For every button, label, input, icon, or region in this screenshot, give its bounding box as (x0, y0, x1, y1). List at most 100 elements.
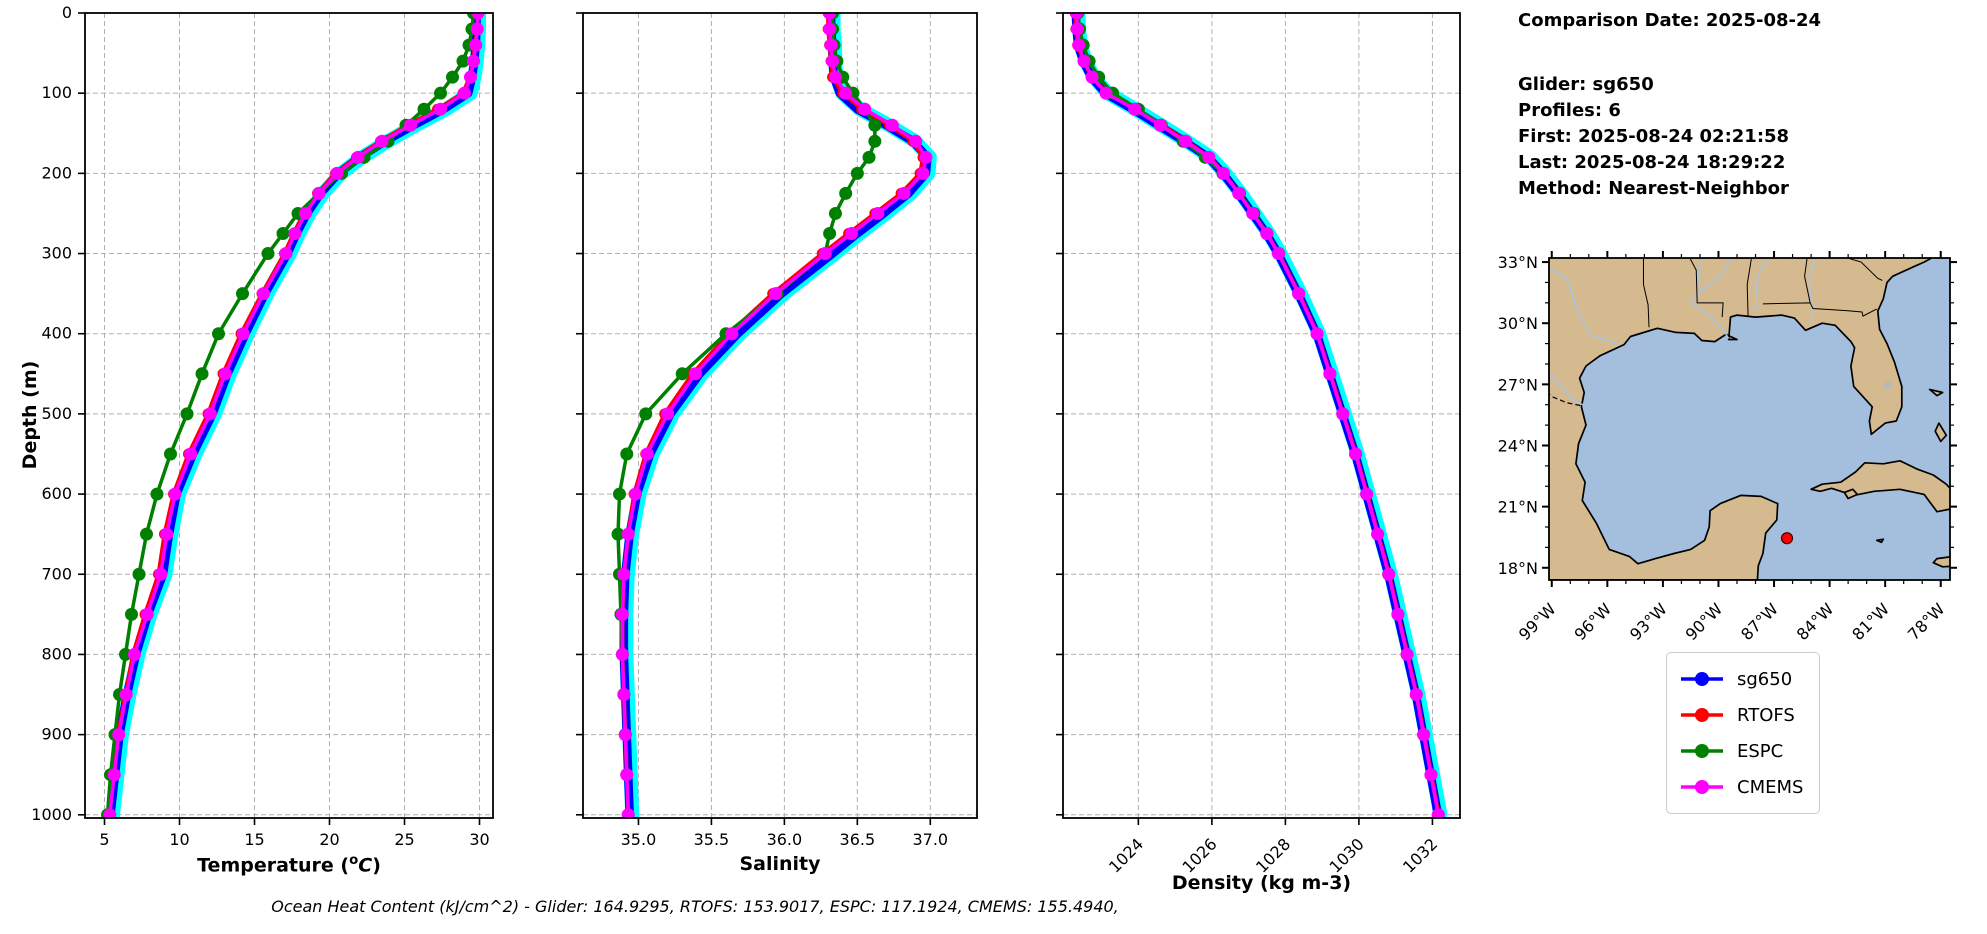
svg-text:100: 100 (41, 83, 72, 102)
marker-ESPC-temperature (132, 567, 146, 581)
marker-CMEMS-temperature (279, 247, 293, 261)
glider-name-text: Glider: sg650 (1518, 74, 1654, 95)
svg-text:1000: 1000 (31, 805, 72, 824)
marker-CMEMS-salinity (824, 38, 838, 52)
first-profile-time-text: First: 2025-08-24 02:21:58 (1518, 126, 1790, 147)
marker-CMEMS-density (1417, 728, 1431, 742)
salinity-panel: 35.0 35.5 36.0 36.5 37.0 (576, 12, 978, 849)
marker-CMEMS-density (1153, 118, 1167, 132)
svg-text:1028: 1028 (1252, 834, 1294, 876)
marker-CMEMS-salinity (828, 70, 842, 84)
salinity-tick-labels: 35.0 35.5 36.0 36.5 37.0 (621, 830, 948, 849)
temperature-series (101, 13, 486, 818)
marker-CMEMS-temperature (288, 226, 302, 240)
legend-item-ESPC: ESPC (1679, 733, 1803, 769)
marker-CMEMS-temperature (464, 70, 477, 84)
profiles-count-text: Profiles: 6 (1518, 100, 1621, 121)
map-border-5 (1845, 258, 1883, 281)
map-content (1549, 258, 1950, 580)
marker-CMEMS-density (1070, 22, 1084, 36)
marker-CMEMS-density (1246, 206, 1260, 220)
svg-text:1024: 1024 (1105, 834, 1147, 876)
salinity-axis-label: Salinity (739, 853, 821, 875)
marker-CMEMS-density (1217, 166, 1231, 180)
lat-label-30: 30°N (1498, 314, 1538, 333)
marker-ESPC-salinity (675, 367, 689, 381)
map-border-1 (1689, 258, 1724, 318)
marker-ESPC-temperature (119, 647, 132, 661)
marker-CMEMS-salinity (823, 22, 837, 36)
marker-CMEMS-salinity (919, 150, 933, 164)
marker-CMEMS-salinity (640, 447, 654, 461)
marker-CMEMS-salinity (617, 688, 631, 702)
marker-CMEMS-temperature (312, 186, 326, 200)
marker-CMEMS-temperature (107, 768, 121, 782)
density-panel: 1024 1026 1028 1030 1032 (1056, 12, 1461, 877)
map-land-6 (1875, 538, 1885, 544)
svg-text:700: 700 (41, 564, 72, 583)
marker-ESPC-temperature (446, 70, 459, 84)
series-ESPC-temperature (105, 13, 476, 817)
marker-CMEMS-density (1360, 487, 1374, 501)
svg-text:1032: 1032 (1399, 834, 1441, 876)
marker-CMEMS-salinity (839, 86, 853, 100)
legend-item-CMEMS: CMEMS (1679, 769, 1803, 805)
marker-CMEMS-density (1382, 567, 1396, 581)
marker-CMEMS-temperature (375, 134, 389, 148)
marker-CMEMS-density (1099, 86, 1113, 100)
lon-label-81: 81°W (1848, 599, 1893, 644)
marker-CMEMS-density (1070, 13, 1084, 20)
svg-text:900: 900 (41, 725, 72, 744)
marker-CMEMS-density (1431, 808, 1445, 818)
marker-CMEMS-density (1178, 134, 1192, 148)
salinity-frame (582, 12, 978, 819)
salinity-grid (583, 12, 977, 818)
marker-CMEMS-density (1310, 327, 1324, 341)
marker-CMEMS-temperature (330, 166, 344, 180)
marker-ESPC-salinity (862, 150, 876, 164)
marker-CMEMS-density (1409, 688, 1423, 702)
comparison-date-text: Comparison Date: 2025-08-24 (1518, 10, 1822, 31)
legend-line-icon (1681, 672, 1723, 686)
map-river-1 (1549, 267, 1619, 345)
map-land-4 (1934, 422, 1948, 443)
marker-CMEMS-temperature (458, 86, 471, 100)
svg-text:400: 400 (41, 324, 72, 343)
svg-text:25: 25 (394, 830, 414, 849)
map-land-3 (1928, 388, 1944, 397)
marker-CMEMS-temperature (299, 206, 312, 220)
marker-CMEMS-temperature (112, 728, 126, 742)
legend: sg650 RTOFS ESPC CMEMS (1666, 652, 1821, 814)
map-river-2 (1754, 258, 1769, 310)
map-border-2 (1746, 258, 1752, 317)
marker-CMEMS-density (1260, 226, 1274, 240)
marker-CMEMS-temperature (140, 607, 154, 621)
marker-CMEMS-density (1077, 54, 1091, 68)
map-border-4 (1762, 302, 1878, 317)
lon-label-93: 93°W (1626, 599, 1671, 644)
svg-text:36.5: 36.5 (840, 830, 876, 849)
map-border-0 (1642, 258, 1650, 328)
lat-label-21: 21°N (1498, 498, 1538, 517)
marker-ESPC-temperature (140, 527, 153, 541)
marker-CMEMS-salinity (858, 102, 872, 116)
map-frame (1548, 257, 1951, 581)
marker-CMEMS-salinity (916, 166, 930, 180)
marker-CMEMS-salinity (826, 54, 840, 68)
map-land-5 (1932, 555, 1950, 568)
svg-text:1026: 1026 (1178, 834, 1220, 876)
lat-label-27: 27°N (1498, 375, 1538, 394)
svg-text:0: 0 (62, 3, 72, 22)
svg-text:37.0: 37.0 (912, 830, 948, 849)
marker-CMEMS-density (1336, 407, 1350, 421)
marker-ESPC-temperature (195, 367, 209, 381)
marker-ESPC-temperature (276, 226, 290, 240)
glider-info-block: Glider: sg650 Profiles: 6 First: 2025-08… (1518, 72, 1789, 202)
marker-CMEMS-temperature (218, 367, 232, 381)
svg-text:35.0: 35.0 (621, 830, 657, 849)
density-series (1069, 13, 1448, 818)
marker-CMEMS-density (1128, 102, 1142, 116)
svg-text:200: 200 (41, 163, 72, 182)
